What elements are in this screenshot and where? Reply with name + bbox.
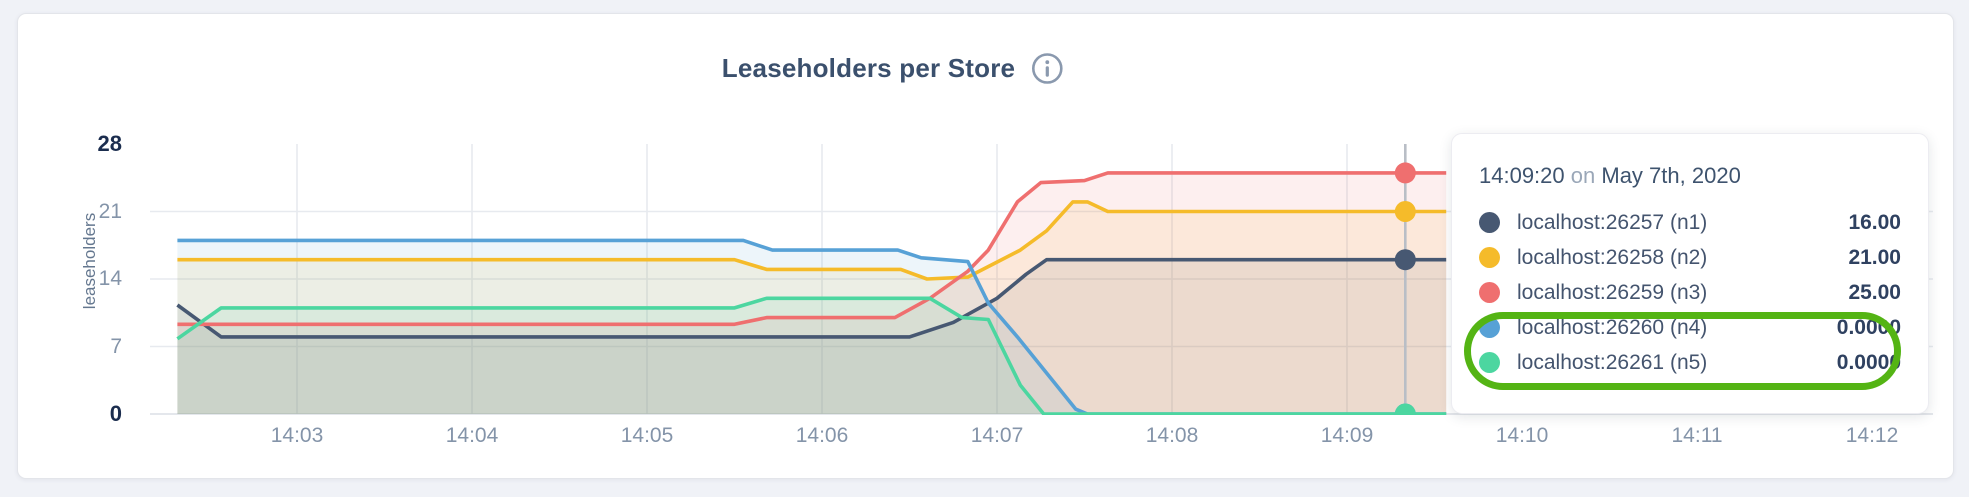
series-line-n1 — [176, 257, 1447, 339]
hover-dot-n2 — [1394, 201, 1416, 222]
series-dot-icon — [1479, 247, 1500, 268]
info-circle-icon[interactable] — [1031, 52, 1064, 85]
y-tick-label: 28 — [97, 131, 122, 156]
chart-plot-area[interactable] — [150, 144, 1933, 415]
series-label: localhost:26261 (n5) — [1517, 350, 1708, 374]
series-value: 0.0000 — [1836, 315, 1901, 339]
tooltip-date: May 7th, 2020 — [1601, 163, 1741, 188]
y-tick-label: 0 — [109, 401, 122, 426]
tooltip-timestamp: 14:09:20 on May 7th, 2020 — [1479, 163, 1901, 196]
series-area-n5 — [177, 298, 1447, 414]
x-tick-label: 14:04 — [445, 424, 499, 447]
x-tick-label: 14:11 — [1671, 424, 1723, 447]
tooltip-row-n1: localhost:26257 (n1) 16.00 — [1479, 205, 1901, 240]
x-tick-label: 14:05 — [620, 424, 674, 447]
hover-tooltip: 14:09:20 on May 7th, 2020 localhost:2625… — [1451, 133, 1929, 414]
series-dot-icon — [1479, 282, 1500, 303]
tooltip-legend: localhost:26257 (n1) 16.00 localhost:26258… — [1479, 205, 1901, 380]
tooltip-row-n3: localhost:26259 (n3) 25.00 — [1479, 275, 1901, 310]
x-tick-label: 14:12 — [1845, 424, 1899, 447]
series-label: localhost:26260 (n4) — [1517, 315, 1708, 339]
x-tick-label: 14:08 — [1145, 424, 1199, 447]
series-label: localhost:26258 (n2) — [1517, 245, 1708, 269]
series-dot-icon — [1479, 352, 1500, 373]
series-label: localhost:26259 (n3) — [1517, 280, 1708, 304]
tooltip-time: 14:09:20 — [1479, 163, 1565, 188]
x-tick-label: 14:06 — [795, 424, 849, 447]
y-axis-label: leaseholders — [80, 212, 100, 310]
series-line-n2 — [177, 200, 1447, 281]
chart-title: Leaseholders per Store — [721, 53, 1016, 83]
series-dot-icon — [1479, 317, 1500, 338]
series-value: 21.00 — [1848, 245, 1901, 269]
series-line-n3 — [177, 171, 1447, 327]
series-area-n2 — [177, 201, 1447, 414]
x-tick-label: 14:09 — [1320, 424, 1374, 447]
tooltip-row-n4: localhost:26260 (n4) 0.0000 — [1479, 310, 1901, 345]
series-line-n4 — [177, 238, 1447, 415]
hover-dot-n1 — [1394, 249, 1416, 271]
series-area-n4 — [177, 240, 1447, 414]
tooltip-preposition: on — [1570, 163, 1596, 188]
y-tick-label: 14 — [98, 267, 122, 290]
chart-header: Leaseholders per Store — [722, 52, 1064, 85]
series-line-n5 — [176, 296, 1447, 415]
y-tick-label: 7 — [110, 334, 122, 358]
series-area-n1 — [177, 259, 1447, 414]
hover-dot-n5 — [1394, 403, 1416, 415]
y-tick-label: 21 — [98, 199, 122, 223]
series-label: localhost:26257 (n1) — [1517, 210, 1708, 234]
x-tick-label: 14:07 — [970, 424, 1024, 447]
tooltip-row-n2: localhost:26258 (n2) 21.00 — [1479, 240, 1901, 275]
series-dot-icon — [1479, 212, 1500, 233]
x-tick-label: 14:03 — [270, 424, 324, 447]
series-value: 25.00 — [1848, 280, 1901, 304]
hover-dot-n3 — [1394, 162, 1416, 184]
series-value: 16.00 — [1848, 210, 1901, 234]
series-area-n3 — [177, 172, 1447, 414]
x-tick-label: 14:10 — [1495, 424, 1549, 447]
chart-card: Leaseholders per Store leaseholders 14:0… — [17, 13, 1954, 479]
tooltip-row-n5: localhost:26261 (n5) 0.0000 — [1479, 345, 1901, 380]
series-value: 0.0000 — [1836, 350, 1901, 374]
